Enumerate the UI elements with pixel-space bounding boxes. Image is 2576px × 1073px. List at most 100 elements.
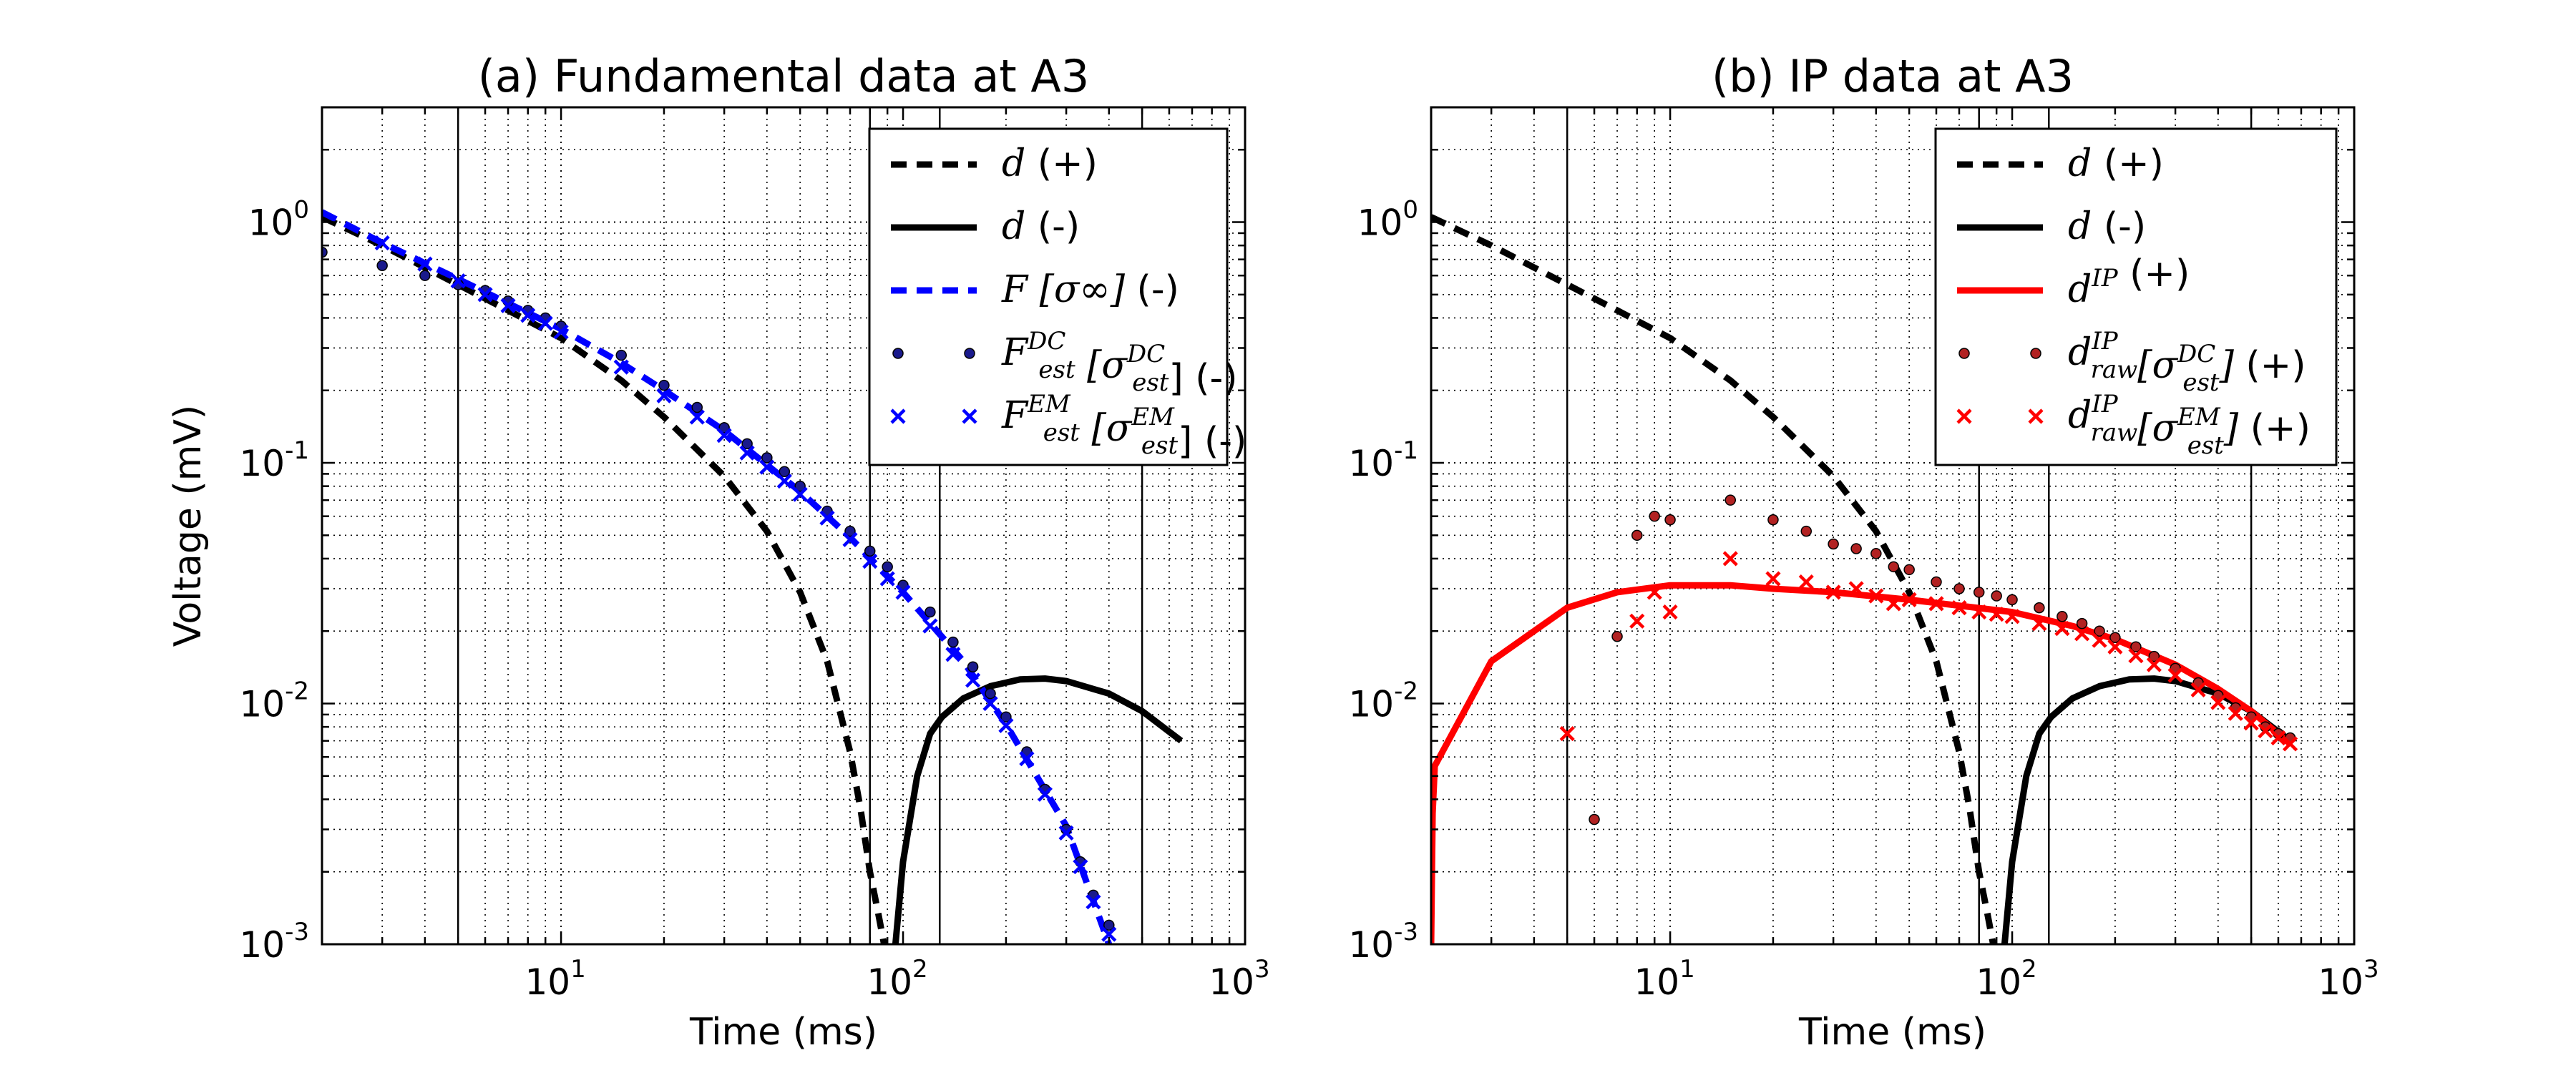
legend-label: dIP raw[σEM est] (+)	[2068, 390, 2311, 460]
data-point	[2148, 650, 2160, 662]
data-point	[779, 466, 791, 477]
data-point	[1631, 529, 1643, 542]
legend-label: dIP (+)	[2068, 253, 2190, 311]
data-point-x	[842, 531, 858, 547]
data-point-x	[689, 409, 705, 425]
legend-swatch	[2028, 408, 2044, 424]
data-point	[658, 379, 670, 391]
data-point	[967, 661, 979, 673]
data-point-x	[982, 695, 998, 712]
series-line-0	[1431, 214, 1996, 944]
y-tick-label: 10-2	[1348, 677, 1418, 725]
data-point-x	[2228, 705, 2243, 721]
legend-swatch	[2030, 348, 2041, 359]
data-point-x	[998, 717, 1014, 733]
data-point	[1000, 711, 1012, 722]
data-point	[1589, 813, 1600, 825]
data-point	[882, 561, 893, 573]
data-point-x	[1629, 613, 1645, 629]
data-point	[1724, 494, 1736, 506]
data-point-x	[1073, 858, 1088, 875]
data-point-x	[879, 571, 895, 587]
data-point-x	[1848, 581, 1864, 597]
data-point-x	[2210, 695, 2226, 710]
data-point-x	[2074, 626, 2090, 642]
y-tick-label: 10-1	[1348, 436, 1418, 484]
data-point	[718, 422, 730, 433]
data-point-x	[1085, 894, 1101, 910]
data-point-x	[2258, 723, 2273, 739]
data-point	[1888, 561, 1900, 573]
data-point-x	[2270, 730, 2286, 746]
data-point	[1611, 630, 1623, 642]
data-point-x	[1989, 607, 2004, 622]
data-point-x	[537, 315, 553, 331]
legend-label: d (-)	[2068, 205, 2146, 248]
legend-swatch	[890, 408, 906, 424]
legend: d (+) d (-) F [σ∞] (-) FDC est [σDC est] (-)F…	[868, 127, 1246, 466]
data-point	[2006, 594, 2018, 606]
data-point-x	[1646, 584, 1662, 600]
x-tick-label: 101	[525, 955, 585, 1003]
legend-label: F [σ∞] (-)	[1001, 268, 1179, 311]
x-tick-label: 101	[1634, 955, 1694, 1003]
data-point-x	[1901, 592, 1917, 607]
data-point	[419, 270, 431, 281]
legend-swatch	[962, 408, 977, 424]
grid	[1431, 107, 2354, 944]
series-line-2	[1431, 582, 2293, 944]
legend-box	[868, 127, 1229, 466]
data-point	[322, 246, 328, 258]
x-tick-label: 103	[1209, 955, 1269, 1003]
panel-b-ip-data: 101 102 103 100 10-1 10-2 10-3 (b) IP data at A…	[1348, 50, 2379, 1054]
data-point	[947, 636, 959, 648]
data-point-x	[656, 388, 672, 403]
data-point-x	[945, 647, 961, 662]
data-point	[376, 260, 388, 272]
data-point	[1767, 514, 1779, 526]
series-line-2	[322, 209, 1113, 944]
data-point	[1903, 564, 1915, 576]
data-point-x	[1798, 574, 1814, 590]
data-point	[1870, 548, 1882, 559]
data-point-x	[500, 298, 516, 313]
data-point-x	[613, 359, 629, 375]
y-tick-label: 100	[248, 196, 309, 244]
data-point-x	[1019, 751, 1035, 767]
data-point-x	[2282, 736, 2298, 752]
data-point-x	[739, 445, 755, 461]
x-axis-label: Time (ms)	[689, 1011, 877, 1054]
data-point	[2109, 632, 2121, 644]
legend-swatch	[1956, 408, 1972, 424]
data-point-x	[2054, 621, 2070, 637]
legend-swatch	[964, 348, 975, 359]
data-point-x	[716, 428, 732, 444]
data-point-x	[1058, 825, 1074, 841]
data-point	[761, 452, 773, 464]
data-point-x	[450, 273, 466, 289]
data-point	[1973, 587, 1985, 598]
y-tick-label: 10-3	[1348, 918, 1418, 966]
y-axis-label: Voltage (mV)	[167, 405, 210, 647]
data-point-x	[374, 235, 390, 251]
legend-label: FDC est [σDC est] (-)	[1001, 327, 1238, 400]
legend-label: d (-)	[1002, 205, 1080, 248]
data-point-x	[759, 459, 775, 475]
data-point-x	[1559, 725, 1575, 742]
data-point	[864, 545, 876, 557]
legend-label: d (+)	[2068, 142, 2164, 185]
data-point	[1931, 576, 1942, 588]
data-point-x	[2190, 682, 2206, 697]
legend-label: FEM est [σEM est] (-)	[1001, 390, 1246, 463]
data-point	[2130, 641, 2142, 653]
data-point-x	[417, 256, 433, 272]
data-point	[1991, 590, 2002, 602]
y-tick-label: 100	[1357, 196, 1418, 244]
x-tick-label: 102	[1976, 955, 2036, 1003]
data-point	[2057, 611, 2068, 622]
data-point-x	[2128, 648, 2144, 664]
data-point-x	[2167, 667, 2183, 683]
series-line-1	[892, 675, 1184, 944]
data-point-x	[2243, 715, 2259, 731]
